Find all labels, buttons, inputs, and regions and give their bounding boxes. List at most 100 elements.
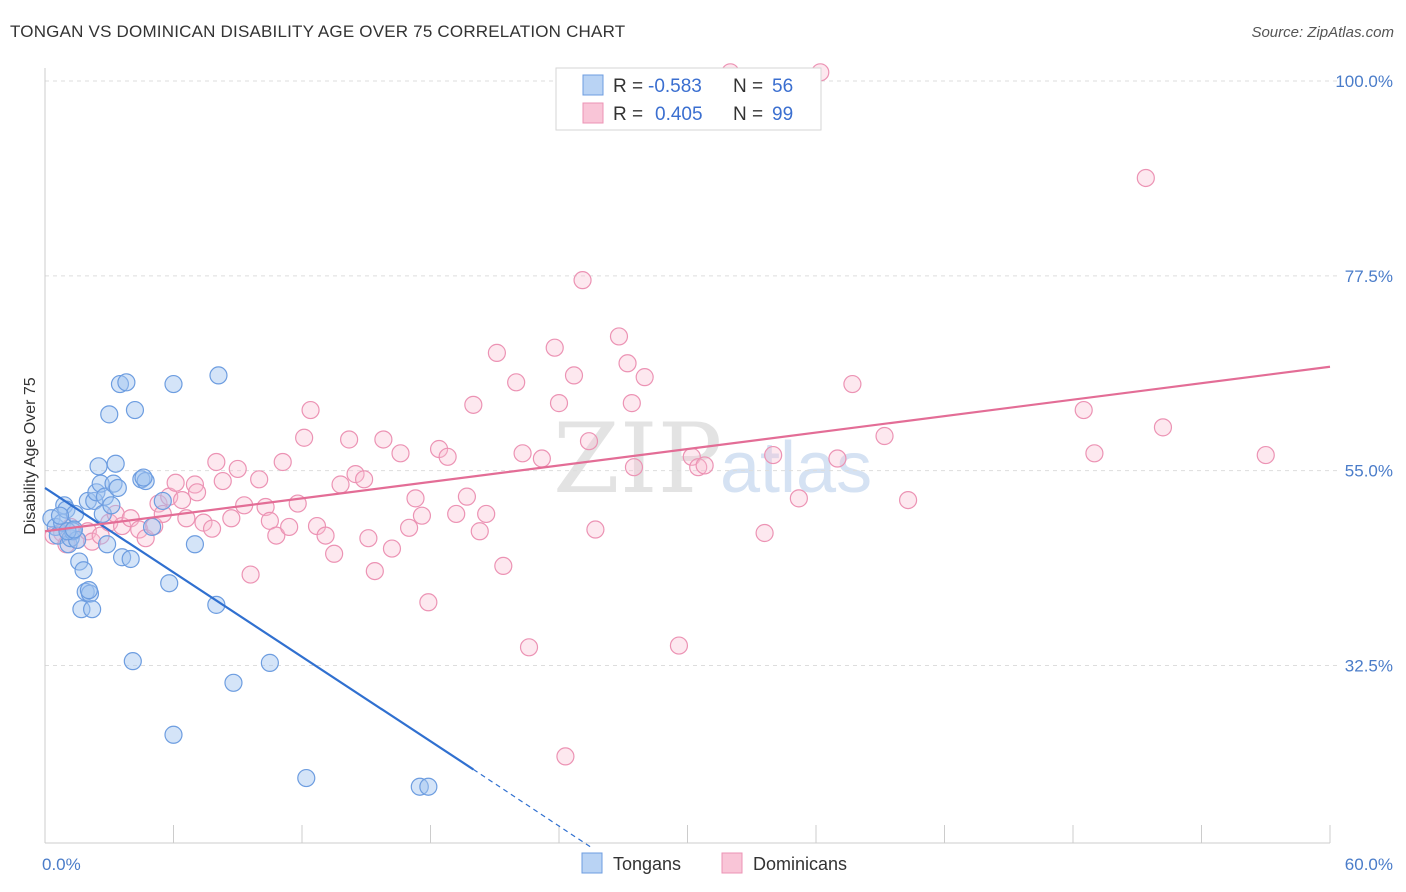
dominicans-point-49 — [374, 430, 393, 449]
tongans-point-46 — [224, 673, 243, 692]
dominicans-point-55 — [419, 593, 438, 612]
dominicans-point-41 — [316, 526, 335, 545]
legend-r-label-2: R = — [613, 104, 643, 125]
dominicans-point-51 — [391, 444, 410, 463]
x-tick-label-0: 0.0% — [42, 855, 81, 874]
dominicans-point-44 — [340, 430, 359, 449]
legend-r-value-1: -0.583 — [648, 76, 702, 97]
legend-n-value-1: 56 — [772, 76, 793, 97]
tongans-point-34 — [123, 652, 142, 671]
dominicans-point-92 — [898, 490, 918, 510]
tongans-point-25 — [100, 405, 119, 424]
dominicans-point-34 — [267, 526, 286, 545]
dominicans-point-88 — [789, 489, 808, 508]
tongans-point-11 — [70, 552, 89, 571]
y-axis-title: Disability Age Over 75 — [22, 377, 39, 535]
y-tick-label-1: 55.0% — [1345, 462, 1393, 481]
dominicans-point-52 — [399, 518, 419, 537]
tongans-point-53 — [79, 581, 99, 600]
dominicans-point-35 — [273, 452, 292, 472]
source-credit: Source: ZipAtlas.com — [1251, 24, 1394, 41]
legend-r-label-1: R = — [613, 76, 643, 97]
tongans-point-41 — [164, 374, 183, 394]
y-tick-label-3: 100.0% — [1335, 72, 1393, 91]
bottom-legend-swatch-tongans — [581, 852, 603, 874]
bottom-legend-swatch-dominicans — [721, 852, 743, 874]
y-tick-label-2: 77.5% — [1345, 267, 1393, 286]
bottom-legend-label-tongans: Tongans — [613, 854, 681, 874]
dominicans-point-94 — [1074, 400, 1093, 420]
tongans-point-28 — [106, 454, 125, 473]
y-tick-labels: 32.5% 55.0% 77.5% 100.0% — [1335, 72, 1393, 675]
dominicans-point-91 — [875, 426, 894, 446]
dominicans-point-59 — [457, 487, 477, 506]
tongans-point-33 — [121, 549, 140, 569]
tongans-point-43 — [185, 535, 205, 554]
legend-r-value-2: 0.405 — [655, 104, 703, 125]
series-dominicans-points — [44, 63, 1275, 766]
tongans-point-30 — [110, 374, 130, 394]
x-tick-labels: 0.0% 60.0% — [42, 855, 1393, 874]
dominicans-point-46 — [355, 470, 374, 489]
tongans-point-20 — [89, 457, 108, 476]
y-tick-label-0: 32.5% — [1345, 656, 1393, 675]
dominicans-point-98 — [1256, 445, 1275, 465]
dominicans-point-31 — [250, 470, 269, 489]
tongans-point-19 — [87, 483, 106, 502]
tongans-point-48 — [297, 768, 316, 788]
dominicans-point-60 — [464, 395, 483, 414]
dominicans-point-19 — [172, 490, 192, 510]
legend-swatch-dominicans — [582, 102, 604, 124]
dominicans-point-73 — [573, 271, 592, 290]
dominicans-point-48 — [365, 562, 384, 581]
series-tongans-points — [42, 366, 438, 796]
chart-title: TONGAN VS DOMINICAN DISABILITY AGE OVER … — [10, 22, 626, 41]
dominicans-point-18 — [166, 473, 185, 492]
dominicans-point-90 — [828, 449, 847, 468]
dominicans-point-86 — [755, 523, 774, 543]
dominicans-point-27 — [222, 509, 241, 528]
dominicans-point-63 — [487, 343, 506, 362]
dominicans-point-68 — [532, 449, 551, 468]
dominicans-point-57 — [438, 447, 457, 466]
dominicans-point-61 — [470, 522, 489, 541]
tongans-point-51 — [50, 506, 70, 525]
dominicans-point-24 — [202, 519, 222, 538]
dominicans-point-30 — [241, 565, 260, 584]
dominicans-point-66 — [513, 444, 532, 463]
dominicans-point-53 — [406, 489, 425, 508]
tongans-point-29 — [108, 478, 127, 498]
dominicans-point-95 — [1136, 168, 1155, 188]
tongans-point-55 — [134, 468, 153, 487]
dominicans-point-67 — [519, 638, 539, 657]
tongans-point-13 — [74, 561, 93, 580]
tongans-point-50 — [419, 777, 438, 796]
tongans-point-47 — [260, 653, 279, 672]
dominicans-point-26 — [213, 471, 232, 491]
trendlines — [44, 365, 1331, 848]
dominicans-point-81 — [669, 636, 689, 655]
dominicans-point-39 — [301, 400, 320, 420]
dominicans-point-74 — [579, 432, 599, 451]
dominicans-point-65 — [507, 373, 526, 392]
dominicans-point-38 — [295, 428, 314, 447]
dominicans-point-42 — [325, 544, 344, 563]
dominicans-point-22 — [187, 483, 207, 502]
trendline-tongans-extension — [473, 768, 592, 848]
tongans-point-17 — [83, 600, 102, 619]
tongans-point-42 — [164, 725, 183, 744]
legend-n-label-2: N = — [733, 104, 763, 125]
dominicans-point-78 — [622, 394, 641, 413]
tongans-point-54 — [64, 520, 84, 539]
dominicans-point-79 — [624, 458, 644, 477]
dominicans-point-36 — [280, 517, 299, 537]
dominicans-point-84 — [695, 456, 714, 475]
dominicans-point-96 — [1153, 418, 1173, 437]
dominicans-point-70 — [549, 394, 569, 413]
tongans-point-12 — [72, 600, 91, 619]
tongans-point-32 — [117, 373, 136, 392]
dominicans-point-75 — [586, 520, 605, 539]
tongans-point-40 — [160, 574, 179, 593]
bottom-legend-label-dominicans: Dominicans — [753, 854, 847, 874]
